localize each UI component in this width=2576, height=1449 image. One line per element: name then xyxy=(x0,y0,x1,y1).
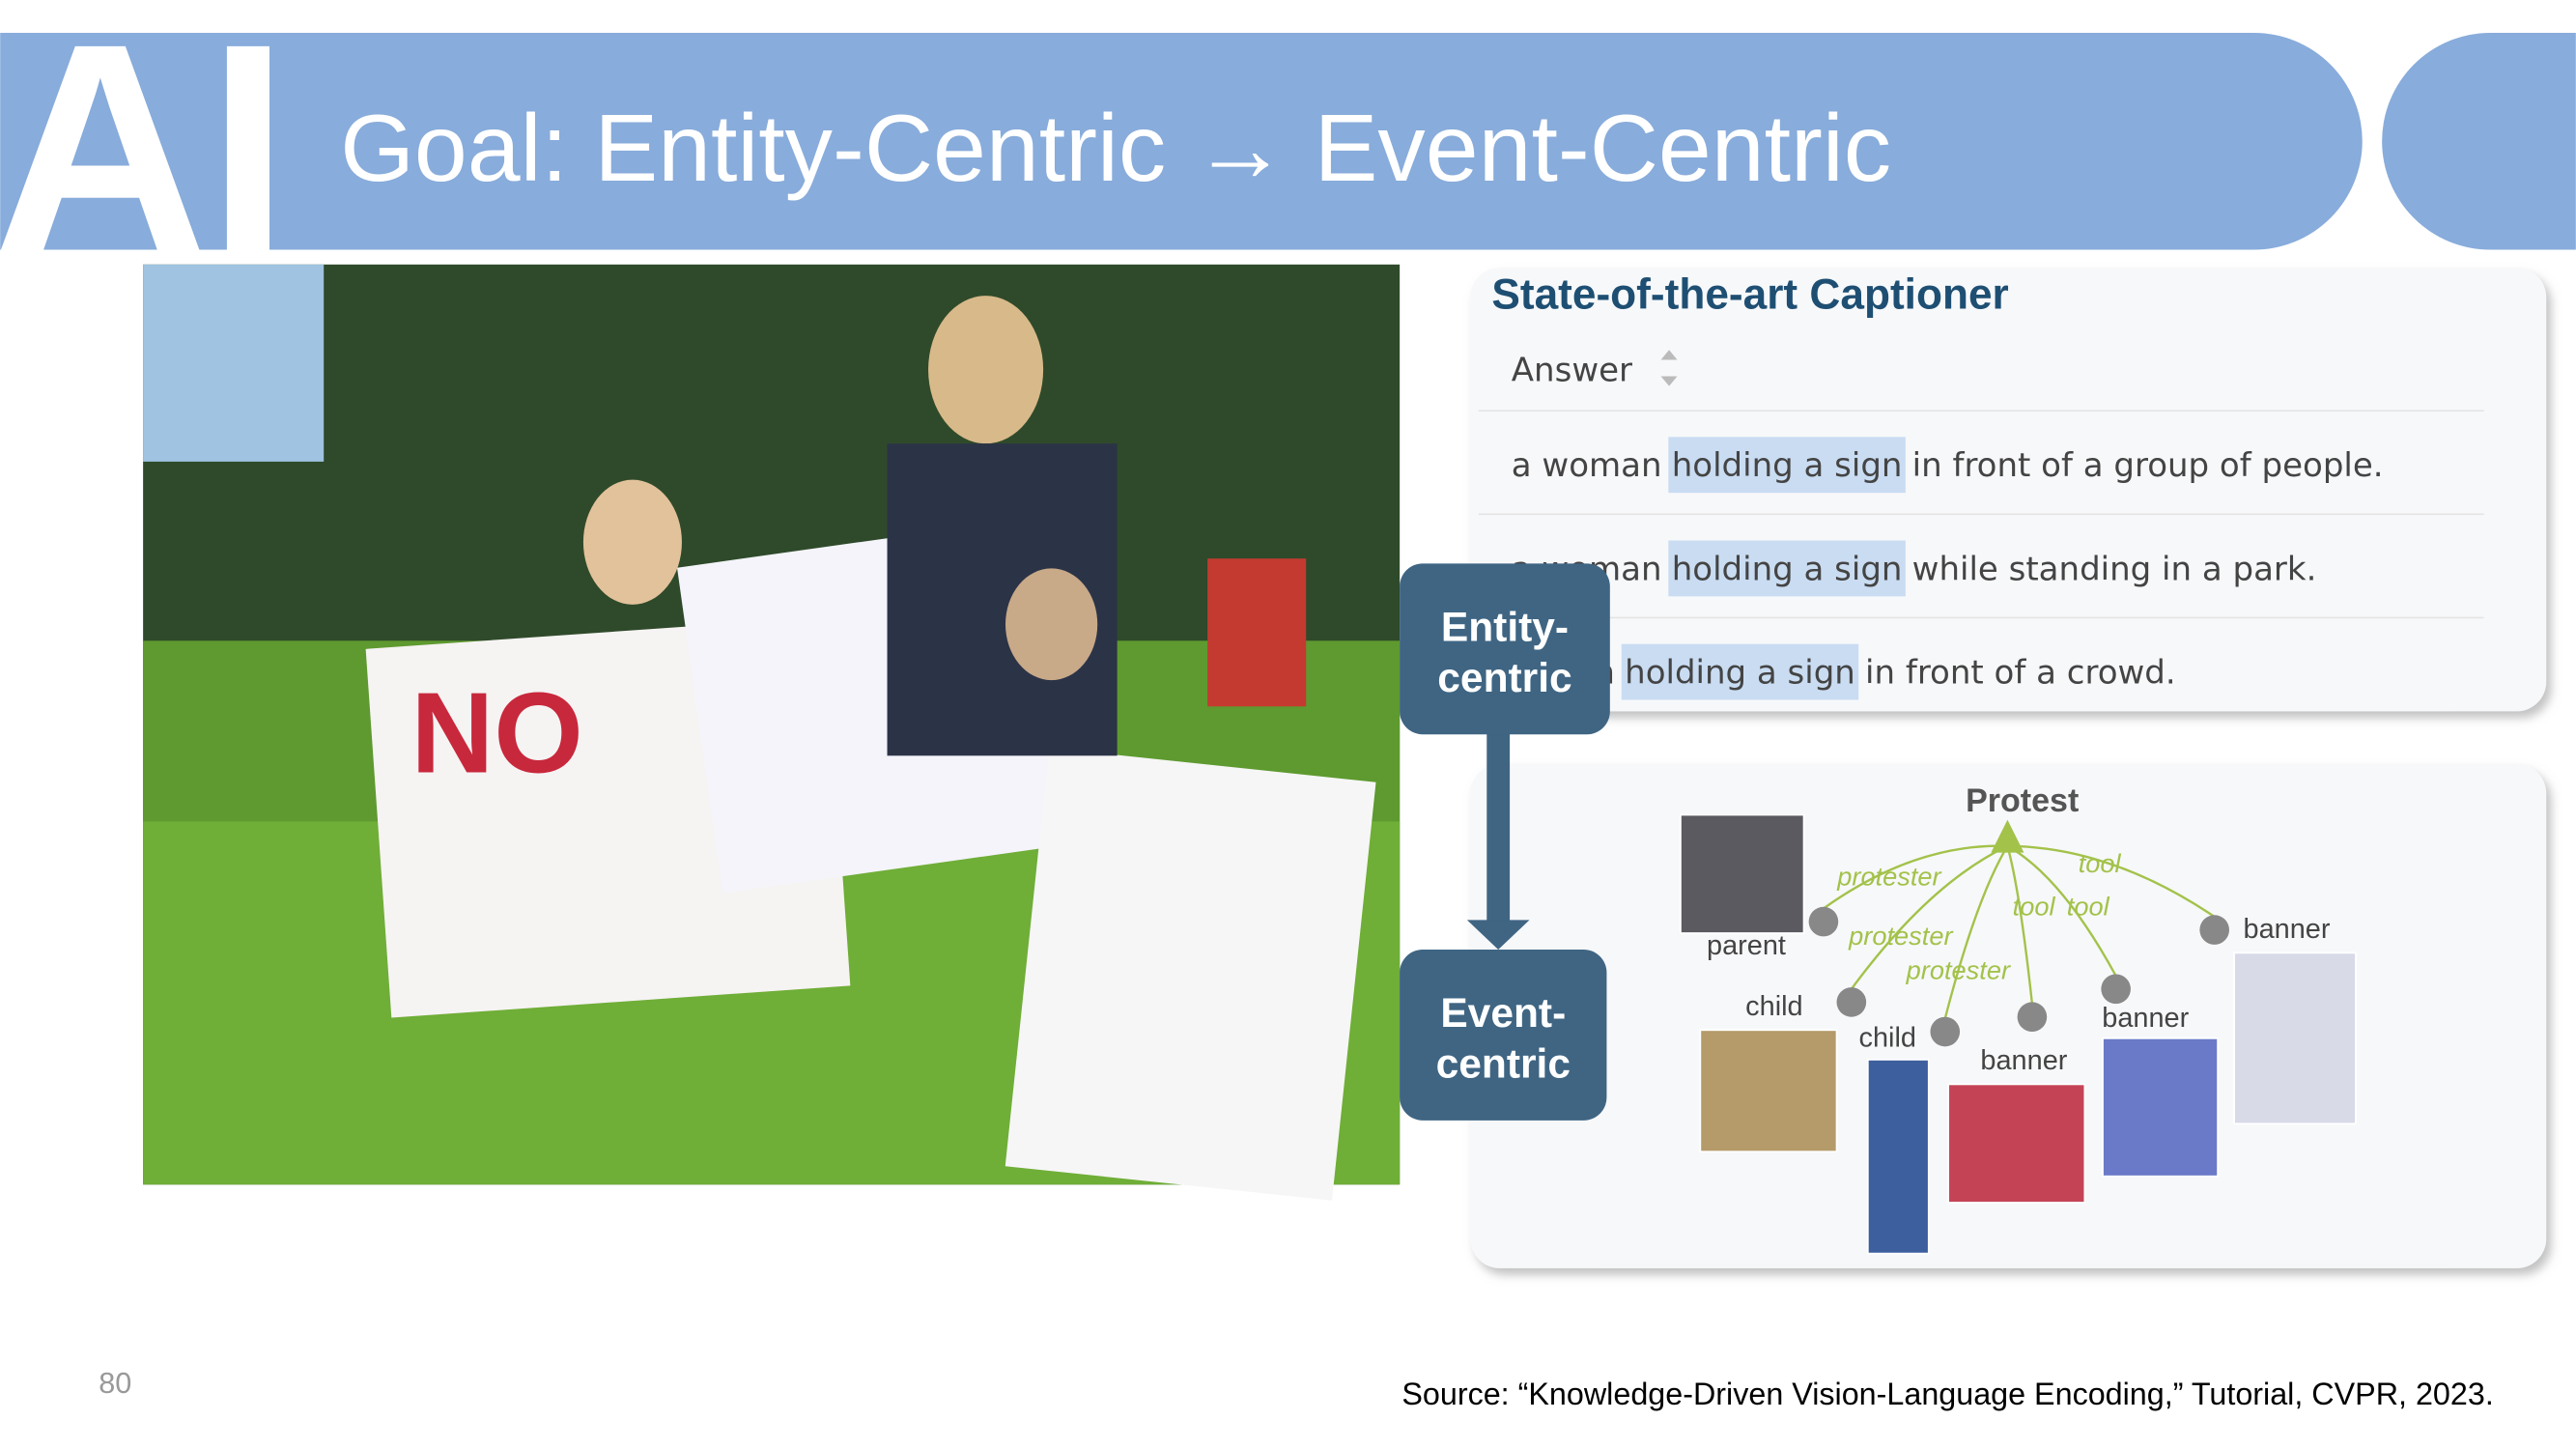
title-band xyxy=(279,33,2363,250)
column-header: Answer xyxy=(1512,352,1632,390)
header-deco xyxy=(2382,33,2576,250)
node xyxy=(1930,1016,1961,1047)
edge xyxy=(1823,844,2008,910)
node xyxy=(2199,915,2229,945)
title: Goal: Entity-Centric → Event-Centric xyxy=(340,95,1891,201)
thumbnail xyxy=(2233,952,2357,1125)
node xyxy=(1836,987,1867,1017)
edge-label: tool xyxy=(2013,891,2056,921)
edge xyxy=(2007,844,2216,918)
captioner-panel xyxy=(1470,268,2547,712)
node-label: banner xyxy=(2102,1003,2189,1034)
caption-suffix: while standing in a park. xyxy=(1912,550,2317,588)
edge-label: protester xyxy=(1848,921,1953,951)
logo-bg xyxy=(0,33,329,250)
logo: AI xyxy=(0,0,289,313)
photo: NO xyxy=(143,264,1401,1201)
edge xyxy=(1850,844,2008,990)
edge-label: tool xyxy=(2067,891,2110,921)
thumbnail xyxy=(1699,1029,1838,1153)
node xyxy=(2017,1002,2048,1033)
thumbnail xyxy=(1680,813,1805,934)
caption-highlight: holding a sign xyxy=(1672,446,1903,485)
edge xyxy=(2006,845,2034,1005)
node-label: child xyxy=(1745,991,1802,1022)
caption-highlight: holding a sign xyxy=(1672,550,1903,588)
entity-label: centric xyxy=(1437,656,1571,701)
root-marker xyxy=(1991,819,2024,853)
highlight xyxy=(1668,540,1906,597)
caption-suffix: in front of a crowd. xyxy=(1865,653,2176,692)
node-label: parent xyxy=(1707,930,1786,961)
thumbnail xyxy=(1947,1083,2086,1204)
highlight xyxy=(1621,643,1859,700)
thumbnail xyxy=(1866,1059,1930,1255)
node-label: banner xyxy=(2244,914,2331,945)
event-box xyxy=(1400,949,1607,1121)
source: Source: “Knowledge-Driven Vision-Languag… xyxy=(1401,1377,2493,1411)
event-label: Event- xyxy=(1440,991,1566,1037)
edge-label: protester xyxy=(1906,955,2011,985)
arrow-head xyxy=(1466,920,1530,950)
thumbnail xyxy=(2102,1037,2219,1178)
caption-prefix: a woman xyxy=(1512,446,1662,485)
node-label: child xyxy=(1859,1022,1916,1053)
arrow-shaft xyxy=(1486,730,1511,925)
highlight xyxy=(1668,437,1906,494)
event-label: centric xyxy=(1436,1042,1571,1088)
edge xyxy=(1943,845,2009,1019)
caption-highlight: holding a sign xyxy=(1625,653,1855,692)
root-label: Protest xyxy=(1966,782,2079,819)
node xyxy=(1808,906,1839,937)
edge-label: protester xyxy=(1836,862,1941,892)
node xyxy=(2101,974,2131,1005)
sort-icon xyxy=(1660,350,1678,386)
node-label: banner xyxy=(1980,1045,2067,1076)
entity-box xyxy=(1400,563,1610,735)
edge-label: tool xyxy=(2079,848,2122,878)
entity-label: Entity- xyxy=(1441,605,1569,650)
edge xyxy=(2006,844,2117,977)
svg-text:NO: NO xyxy=(410,668,583,797)
caption-suffix: in front of a group of people. xyxy=(1912,446,2384,485)
captioner-title: State-of-the-art Captioner xyxy=(1491,271,2008,319)
page-number: 80 xyxy=(99,1367,131,1400)
